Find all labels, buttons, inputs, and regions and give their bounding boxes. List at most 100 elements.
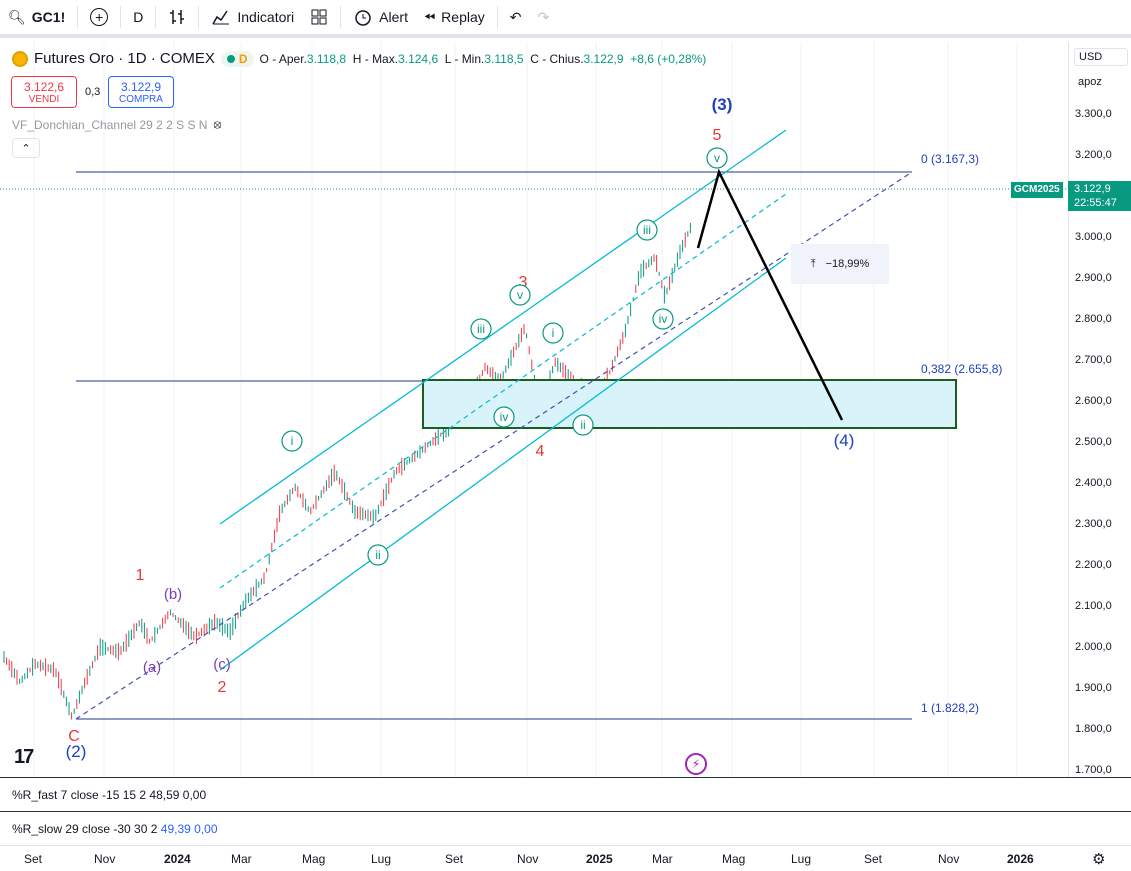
chart-pane[interactable]: (3) 5 (4) (2) C 1 2 3 4 (b) (a) (c) i ii i… (0, 42, 1068, 777)
symbol-label: GC1! (31, 9, 66, 25)
wave-2-big: (2) (66, 742, 87, 761)
top-toolbar: 🔍︎ GC1! + D Indicatori Alert ⏪︎ Replay ↶… (0, 0, 1131, 38)
wave-ri: i (281, 430, 303, 452)
r-fast-pane[interactable]: %R_fast 7 close -15 15 2 48,59 0,00 (0, 777, 1131, 811)
chart-type-button[interactable] (160, 0, 194, 36)
symbol-title: Futures Oro · 1D · COMEX (34, 50, 215, 67)
wave-rv: v (706, 147, 728, 169)
time-axis[interactable]: ⚙ Set Nov 2024 Mar Mag Lug Set Nov 2025 Mar Mag Lug… (0, 845, 1131, 871)
currency-select[interactable]: USD (1074, 48, 1128, 66)
eye-off-icon[interactable]: ⦻ (213, 117, 222, 131)
price-tick: 1.900,0 (1075, 682, 1112, 694)
interval-label: D (133, 9, 144, 25)
wave-5: 5 (713, 127, 722, 144)
undo-button[interactable]: ↶ (502, 0, 530, 36)
interval-button[interactable]: D (125, 0, 151, 36)
r-slow-value: 49,39 (160, 822, 191, 836)
price-chart[interactable]: (3) 5 (4) (2) C 1 2 3 4 (b) (a) (c) iiii… (0, 42, 1068, 777)
svg-text:ii: ii (580, 418, 585, 432)
lightning-icon[interactable]: ⚡︎ (685, 753, 707, 775)
alert-label: Alert (379, 9, 408, 25)
price-tick: 2.600,0 (1075, 395, 1112, 407)
fib-label-0: 0 (3.167,3) (921, 152, 979, 166)
close-label: C - Chius. (530, 51, 584, 66)
market-open-dot (226, 54, 235, 63)
indicator-legend[interactable]: VF_Donchian_Channel 29 2 2 S S N ⦻ (12, 117, 221, 132)
channel-lower[interactable] (219, 257, 787, 671)
svg-text:iii: iii (643, 223, 651, 237)
indicators-button[interactable]: Indicatori (203, 0, 302, 36)
symbol-legend[interactable]: Futures Oro · 1D · COMEX D O - Aper.3.11… (12, 50, 706, 67)
time-tick: Set (864, 852, 883, 866)
wave-rii: ii (367, 544, 389, 566)
price-tick: 2.500,0 (1075, 436, 1112, 448)
divider (155, 6, 157, 28)
time-tick: Mag (302, 852, 326, 866)
svg-text:iv: iv (659, 312, 668, 326)
projection-path[interactable] (696, 168, 844, 421)
time-tick: 2026 (1007, 852, 1034, 866)
compare-button[interactable]: + (82, 0, 116, 36)
delay-badge: D (238, 51, 248, 66)
channel-upper[interactable] (219, 129, 787, 525)
svg-text:iv: iv (500, 410, 509, 424)
symbol-search[interactable]: 🔍︎ GC1! (0, 0, 73, 36)
target-zone[interactable] (422, 379, 957, 429)
high-value: 3.124,6 (398, 51, 439, 66)
buy-button[interactable]: 3.122,9 COMPRA (108, 76, 174, 108)
scale-mode[interactable]: apoz (1078, 76, 1102, 88)
time-tick: Lug (371, 852, 392, 866)
templates-button[interactable] (302, 0, 336, 36)
price-tick: 3.200,0 (1075, 149, 1112, 161)
sell-button[interactable]: 3.122,6 VENDI (11, 76, 77, 108)
price-tick: 3.000,0 (1075, 231, 1112, 243)
plus-circle-icon: + (90, 8, 109, 26)
wave-c: C (68, 728, 80, 745)
market-status-badge[interactable]: D (220, 50, 254, 67)
r-slow-value-2: 0,00 (194, 822, 218, 836)
indicators-label: Indicatori (237, 9, 295, 25)
collapse-legend-button[interactable]: ⌃ (12, 138, 40, 158)
r-slow-label: %R_slow 29 close -30 30 2 (12, 822, 158, 836)
tradingview-logo-icon[interactable]: 17 (14, 746, 34, 768)
fib-label-382: 0,382 (2.655,8) (921, 362, 1002, 376)
price-axis[interactable]: USD apoz 3.300,03.200,03.100,03.000,02.9… (1068, 42, 1131, 777)
current-price-tag: 3.122,9 22:55:47 (1068, 181, 1131, 211)
alert-button[interactable]: Alert (345, 0, 416, 36)
replay-button[interactable]: ⏪︎ Replay (416, 0, 493, 36)
price-tick: 1.700,0 (1075, 764, 1112, 776)
time-tick: Nov (517, 852, 539, 866)
wave-riv: iv (652, 308, 674, 330)
r-slow-pane[interactable]: %R_slow 29 close -30 30 2 49,39 0,00 (0, 811, 1131, 845)
redo-icon: ↷ (537, 8, 550, 25)
time-tick: Set (445, 852, 464, 866)
settings-gear-icon[interactable]: ⚙ (1092, 851, 1106, 868)
wave-c-small: (c) (213, 656, 231, 673)
channel-mid[interactable] (219, 193, 787, 589)
current-price: 3.122,9 (1074, 183, 1111, 195)
wave-rii: ii (572, 414, 594, 436)
time-tick: 2024 (164, 852, 191, 866)
fib-label-1: 1 (1.828,2) (921, 701, 979, 715)
measure-value: −18,99% (825, 258, 870, 270)
wave-3-big: (3) (712, 95, 733, 114)
wave-rv: v (509, 284, 531, 306)
wave-3: 3 (519, 274, 528, 291)
wave-1: 1 (136, 567, 145, 584)
wave-ri: i (542, 322, 564, 344)
time-tick: 2025 (586, 852, 613, 866)
buy-label: COMPRA (119, 93, 163, 105)
measure-label[interactable]: ⤒ −18,99% (791, 244, 889, 284)
divider (340, 6, 342, 28)
trend-dashed[interactable] (75, 171, 913, 720)
price-tick: 2.100,0 (1075, 600, 1112, 612)
spread-value: 0,3 (85, 86, 101, 98)
svg-text:i: i (552, 326, 555, 340)
replay-label: Replay (441, 9, 485, 25)
time-tick: Lug (791, 852, 812, 866)
wave-2: 2 (218, 679, 227, 696)
redo-button[interactable]: ↷ (530, 0, 558, 36)
svg-text:i: i (291, 434, 294, 448)
price-tick: 2.000,0 (1075, 641, 1112, 653)
